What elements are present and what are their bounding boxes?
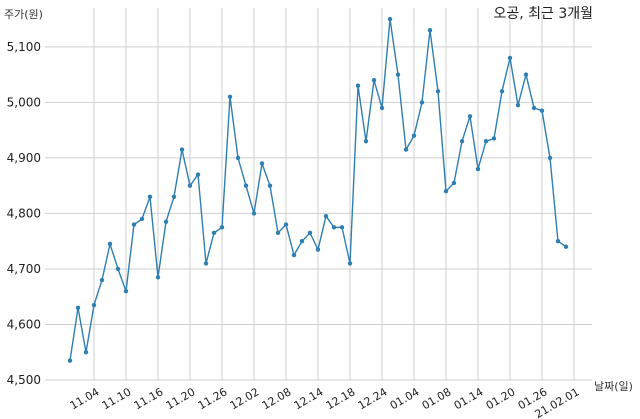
data-point xyxy=(435,89,441,94)
y-axis-ticks: 4,500 4,600 4,700 4,800 4,900 5,000 5,100 xyxy=(7,40,41,387)
data-point xyxy=(531,105,537,111)
data-point xyxy=(443,189,449,194)
x-tick-label: 11.26 xyxy=(196,385,230,412)
data-point xyxy=(555,238,561,244)
x-tick-label: 12.08 xyxy=(260,385,294,412)
data-point xyxy=(227,94,233,100)
chart-title: 오공, 최근 3개월 xyxy=(493,6,593,22)
data-point xyxy=(395,72,401,77)
y-tick-label: 4,900 xyxy=(7,151,41,165)
data-point xyxy=(283,222,289,227)
data-point xyxy=(171,194,177,199)
y-tick-label: 5,000 xyxy=(7,95,41,109)
data-point xyxy=(315,247,321,252)
data-point xyxy=(459,139,465,144)
x-tick-label: 11.16 xyxy=(132,385,166,412)
data-point xyxy=(371,77,377,83)
x-tick-label: 12.18 xyxy=(324,385,358,412)
data-point xyxy=(251,211,257,216)
data-point xyxy=(411,133,417,138)
y-axis-title: 주가(원) xyxy=(4,8,43,21)
data-point xyxy=(211,230,217,236)
data-point xyxy=(483,139,489,144)
y-tick-label: 4,500 xyxy=(7,373,41,387)
data-point xyxy=(299,238,305,244)
data-point xyxy=(67,358,73,363)
data-point xyxy=(115,266,121,272)
data-point xyxy=(83,350,89,355)
x-tick-label: 01.04 xyxy=(388,385,422,412)
data-point xyxy=(419,100,425,105)
y-tick-label: 4,600 xyxy=(7,317,41,331)
y-tick-label: 5,100 xyxy=(7,40,41,54)
data-point xyxy=(131,222,137,227)
x-tick-label: 11.04 xyxy=(68,385,102,412)
data-point xyxy=(107,241,113,247)
data-point xyxy=(259,161,265,166)
data-point xyxy=(195,172,201,177)
y-tick-label: 4,700 xyxy=(7,262,41,276)
grid-lines xyxy=(45,8,592,381)
data-point xyxy=(347,261,353,266)
x-tick-label: 01.08 xyxy=(420,385,454,412)
data-point xyxy=(147,194,153,199)
y-tick-label: 4,800 xyxy=(7,206,41,220)
data-point xyxy=(475,166,481,172)
data-point xyxy=(499,89,505,94)
data-point xyxy=(491,136,497,141)
x-tick-label: 11.10 xyxy=(100,385,134,412)
data-point xyxy=(99,277,105,283)
data-point xyxy=(91,302,97,308)
x-tick-label: 01.20 xyxy=(484,385,518,412)
x-tick-label: 12.02 xyxy=(228,385,262,412)
data-point xyxy=(427,28,433,33)
data-point xyxy=(355,83,361,88)
data-point xyxy=(379,105,385,111)
data-point xyxy=(515,102,521,108)
data-point xyxy=(267,183,273,188)
data-point xyxy=(539,108,545,113)
data-point xyxy=(219,225,225,230)
data-point xyxy=(323,214,329,219)
x-axis-title: 날짜(일) xyxy=(594,379,633,393)
x-axis-ticks: 11.0411.1011.1611.2011.2612.0212.0812.14… xyxy=(68,385,582,419)
data-point xyxy=(563,244,569,249)
data-point xyxy=(243,183,249,188)
price-points xyxy=(67,16,569,363)
data-point xyxy=(163,219,169,224)
x-tick-label: 12.24 xyxy=(356,385,390,412)
data-point xyxy=(291,252,297,258)
data-point xyxy=(155,275,161,280)
data-point xyxy=(187,183,193,188)
x-tick-label: 11.20 xyxy=(164,385,198,412)
data-point xyxy=(139,216,145,222)
data-point xyxy=(507,55,513,61)
data-point xyxy=(203,261,209,266)
data-point xyxy=(403,147,409,152)
data-point xyxy=(123,288,129,294)
data-point xyxy=(387,16,393,22)
data-point xyxy=(547,155,553,161)
data-point xyxy=(331,225,337,230)
data-point xyxy=(363,139,369,144)
data-point xyxy=(467,114,473,119)
data-point xyxy=(523,72,529,77)
data-point xyxy=(275,230,281,236)
data-point xyxy=(235,155,241,161)
x-tick-label: 12.14 xyxy=(292,385,326,412)
data-point xyxy=(451,180,457,186)
data-point xyxy=(307,230,313,236)
data-point xyxy=(75,305,81,311)
data-point xyxy=(179,147,185,152)
x-tick-label: 01.14 xyxy=(452,385,486,412)
data-point xyxy=(339,225,345,230)
